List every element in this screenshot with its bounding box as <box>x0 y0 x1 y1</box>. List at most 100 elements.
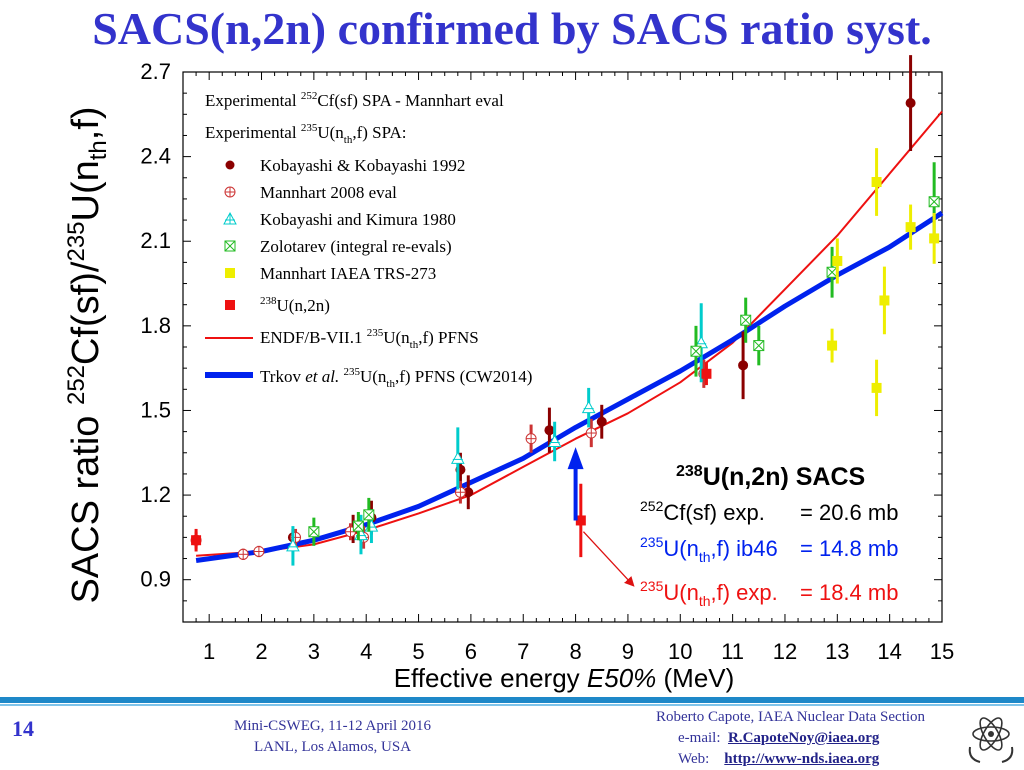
data-point <box>454 480 466 504</box>
data-point <box>286 526 300 566</box>
point-marker <box>879 295 890 306</box>
sacs-ratio-chart: 1 2 3 4 5 6 7 8 9 10 11 12 13 14 150.91.21.51.82.12.42… <box>63 55 954 693</box>
data-point <box>237 548 249 560</box>
legend-marker-kobayashi1992 <box>225 160 235 170</box>
y-tick-label: 2.4 <box>140 144 171 169</box>
venue-line-2: LANL, Los Alamos, USA <box>253 739 412 755</box>
y-tick-label: 0.9 <box>140 567 171 592</box>
annotation-exp-value: = 18.4 mb <box>800 580 898 605</box>
point-marker-d2 <box>353 520 364 532</box>
legend-marker-u238 <box>225 300 235 310</box>
legend-marker-kobayashi1980 <box>223 211 237 225</box>
y-tick-label: 1.5 <box>140 397 171 422</box>
web-link[interactable]: http://www-nds.iaea.org <box>724 751 880 767</box>
x-tick-label: 5 <box>412 639 424 664</box>
point-marker <box>544 425 555 436</box>
data-point <box>690 325 702 377</box>
data-point <box>547 421 562 462</box>
point-marker <box>871 177 882 187</box>
y-tick-label: 1.8 <box>140 313 171 338</box>
x-tick-label: 2 <box>255 639 267 664</box>
data-point <box>585 418 597 448</box>
data-point <box>596 404 607 439</box>
point-marker <box>581 400 596 414</box>
legend-label-kobayashi1980: Kobayashi and Kimura 1980 <box>260 210 456 229</box>
point-marker-d2 <box>826 266 838 278</box>
data-point <box>827 328 838 363</box>
y-tick-label: 2.1 <box>140 228 171 253</box>
data-point <box>832 238 843 284</box>
email-label: e-mail: <box>678 730 721 746</box>
x-tick-label: 15 <box>930 639 954 664</box>
x-tick-label: 9 <box>622 639 634 664</box>
legend-label-u238: 238U(n,2n) <box>260 295 330 315</box>
y-tick-label: 2.7 <box>140 59 171 84</box>
x-tick-label: 13 <box>825 639 849 664</box>
author-line: Roberto Capote, IAEA Nuclear Data Sectio… <box>655 709 926 725</box>
legend-marker-mannhart2008 <box>224 186 236 198</box>
data-point <box>575 483 586 558</box>
slide-number: 14 <box>12 716 34 741</box>
annotation-cf-value: = 20.6 mb <box>800 500 898 525</box>
legend-header-u235: Experimental 235U(nth,f) SPA: <box>205 122 407 146</box>
legend-label-mannhart-trs273: Mannhart IAEA TRS-273 <box>260 264 436 283</box>
data-point <box>879 266 890 335</box>
x-tick-label: 8 <box>569 639 581 664</box>
data-point <box>363 497 375 532</box>
data-point <box>253 545 265 558</box>
x-tick-label: 14 <box>877 639 901 664</box>
axis-ticks: 1 2 3 4 5 6 7 8 9 10 11 12 13 14 150.91.21.51.82.12.42… <box>140 59 954 664</box>
annotation-title: 238U(n,2n) SACS <box>676 463 865 491</box>
data-point <box>871 148 882 216</box>
point-marker <box>596 416 607 427</box>
annotation-ib46-value: = 14.8 mb <box>800 536 898 561</box>
footer-band-light <box>0 704 1024 706</box>
data-point <box>352 512 364 541</box>
legend-marker-mannhart-trs273 <box>225 268 235 278</box>
point-marker-d2 <box>363 509 375 521</box>
x-tick-label: 6 <box>465 639 477 664</box>
email-row: e-mail: R.CapoteNoy@iaea.org <box>618 728 963 749</box>
point-marker <box>871 382 882 393</box>
footer-band <box>0 697 1024 703</box>
point-marker <box>929 233 940 244</box>
x-tick-label: 1 <box>203 639 215 664</box>
blue-arrow-head <box>567 447 584 470</box>
venue-line-1: Mini-CSWEG, 11-12 April 2016 <box>234 718 431 734</box>
x-tick-label: 7 <box>517 639 529 664</box>
x-tick-label: 11 <box>721 639 744 664</box>
annotation-cf: 252Cf(sf) exp. <box>640 498 765 525</box>
legend-label-endf: ENDF/B-VII.1 235U(nth,f) PFNS <box>260 327 479 351</box>
data-point <box>308 517 320 546</box>
email-link[interactable]: R.CapoteNoy@iaea.org <box>727 730 880 746</box>
legend-label-trkov: Trkov et al. 235U(nth,f) PFNS (CW2014) <box>260 366 532 390</box>
point-marker-d2 <box>928 196 940 208</box>
data-point <box>753 325 765 366</box>
data-point <box>450 427 465 490</box>
data-point <box>871 359 882 417</box>
point-marker <box>701 368 712 379</box>
point-marker-d2 <box>690 345 702 357</box>
legend-header-cf: Experimental 252Cf(sf) SPA - Mannhart ev… <box>205 90 504 110</box>
data-point <box>740 297 752 343</box>
endf-curve <box>196 110 943 557</box>
author-info: Roberto Capote, IAEA Nuclear Data Sectio… <box>618 707 963 770</box>
annotation-exp: 235U(nth,f) exp. <box>640 578 778 609</box>
data-point <box>701 362 712 386</box>
trkov-curve <box>195 210 944 563</box>
legend-label-mannhart2008: Mannhart 2008 eval <box>260 183 397 202</box>
sacs-annotation: 238U(n,2n) SACS 252Cf(sf) exp. = 20.6 mb… <box>640 463 898 609</box>
slide-title: SACS(n,2n) confirmed by SACS ratio syst. <box>92 3 932 54</box>
data-point <box>463 475 474 510</box>
x-axis-label: Effective energy E50% (MeV) <box>394 663 735 693</box>
data-points <box>190 55 940 566</box>
point-marker <box>463 487 474 498</box>
point-marker-d2 <box>308 526 320 538</box>
legend-label-zolotarev: Zolotarev (integral re-evals) <box>260 237 452 256</box>
data-point <box>905 204 916 250</box>
iaea-logo-icon <box>962 707 1020 765</box>
y-axis-label: SACS ratio 252Cf(sf)/235U(nth,f) <box>63 106 112 603</box>
point-marker <box>286 538 300 552</box>
point-marker-d2 <box>740 314 752 326</box>
x-tick-label: 4 <box>360 639 372 664</box>
